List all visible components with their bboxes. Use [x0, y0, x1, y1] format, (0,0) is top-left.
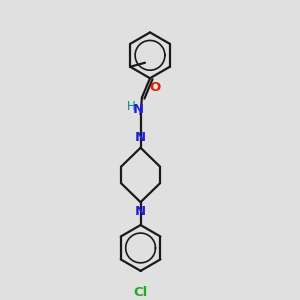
- Text: O: O: [150, 81, 161, 94]
- Text: H: H: [127, 100, 136, 113]
- Text: N: N: [135, 206, 146, 218]
- Text: Cl: Cl: [134, 286, 148, 299]
- Text: N: N: [133, 103, 144, 116]
- Text: N: N: [135, 131, 146, 145]
